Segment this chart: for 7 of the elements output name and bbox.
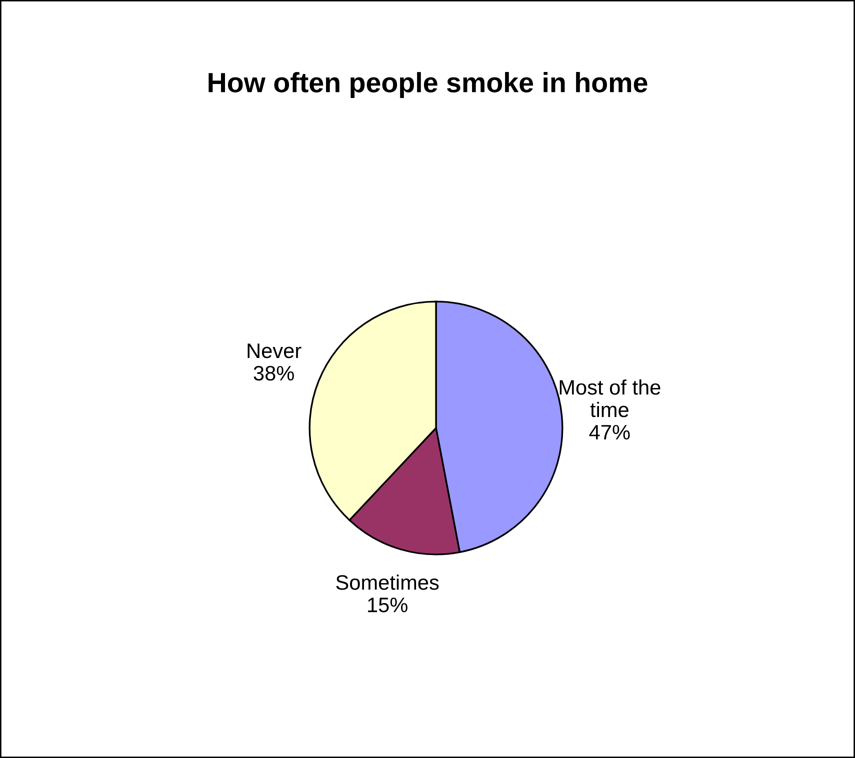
data-label: 15% — [368, 598, 408, 612]
chart-title: How often people smoke in home — [208, 72, 648, 98]
slice-label: Sometimes — [336, 574, 439, 590]
slice-label: Never — [248, 344, 302, 358]
slice-label: Most of the time — [560, 379, 660, 418]
data-label: 38% — [254, 366, 294, 381]
data-label: 47% — [589, 424, 630, 440]
